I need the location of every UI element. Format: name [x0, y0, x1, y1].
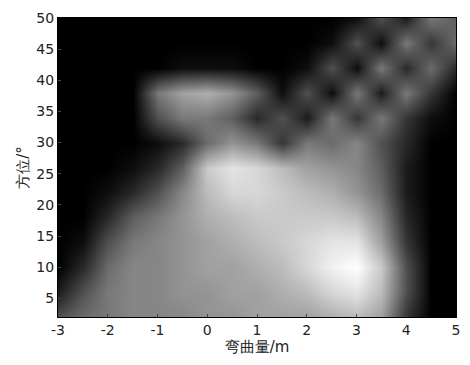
svg-text:-1: -1 — [151, 322, 165, 338]
svg-text:5: 5 — [452, 322, 461, 338]
svg-text:4: 4 — [402, 322, 411, 338]
svg-text:5: 5 — [45, 290, 54, 306]
svg-text:-3: -3 — [51, 322, 65, 338]
svg-text:0: 0 — [203, 322, 212, 338]
svg-text:25: 25 — [36, 166, 54, 182]
svg-text:-2: -2 — [101, 322, 115, 338]
svg-text:2: 2 — [302, 322, 311, 338]
svg-text:1: 1 — [253, 322, 262, 338]
svg-text:20: 20 — [36, 197, 54, 213]
svg-text:50: 50 — [36, 10, 54, 26]
svg-text:35: 35 — [36, 103, 54, 119]
svg-text:15: 15 — [36, 228, 54, 244]
svg-text:方位/°: 方位/° — [14, 146, 32, 189]
svg-text:45: 45 — [36, 41, 54, 57]
svg-text:弯曲量/m: 弯曲量/m — [225, 338, 290, 356]
svg-text:3: 3 — [352, 322, 361, 338]
svg-text:10: 10 — [36, 259, 54, 275]
svg-text:30: 30 — [36, 134, 54, 150]
svg-text:40: 40 — [36, 72, 54, 88]
